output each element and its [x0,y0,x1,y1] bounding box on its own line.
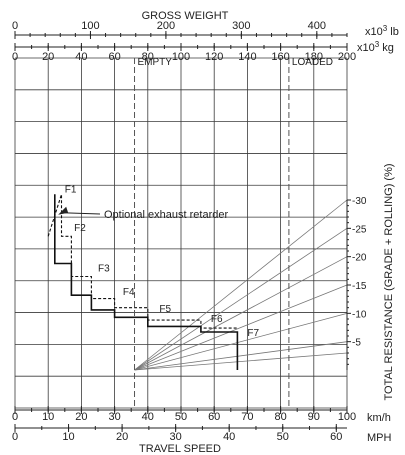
kg-axis-tick-label: 180 [305,51,323,63]
kmh-axis-tick-label: 50 [175,411,187,423]
kmh-axis-tick-label: 80 [274,411,286,423]
y-axis-label: TOTAL RESISTANCE (GRADE + ROLLING) (%) [383,163,395,400]
kmh-axis-tick-label: 90 [308,411,320,423]
lb-axis-tick-label: 0 [12,20,18,32]
resistance-line [134,228,348,371]
kg-axis-tick-label: 100 [172,51,190,63]
gear-label-f7: F7 [247,328,259,339]
kg-axis-tick-label: 20 [42,51,54,63]
mph-axis-tick-label: 20 [116,431,128,443]
chart-title: GROSS WEIGHT [142,10,229,22]
kmh-unit-label: km/h [367,412,391,424]
resistance-line [134,284,348,371]
gear-label-f4: F4 [123,287,135,298]
gear-label-f3: F3 [98,263,110,274]
mph-axis-tick-label: 40 [223,431,235,443]
gear-label-f1: F1 [65,185,77,196]
kg-axis-tick-label: 60 [108,51,120,63]
reference-label-empty: EMPTY [138,57,173,68]
kg-axis-tick-label: 200 [338,51,356,63]
gear-label-f5: F5 [159,304,171,315]
x-axis-label: TRAVEL SPEED [139,443,221,455]
gear-label-f2: F2 [74,223,86,234]
lb-unit-label: x103 lb [365,24,399,38]
resistance-tick-label: -10 [352,309,367,320]
kmh-axis-tick-label: 100 [338,411,356,423]
resistance-line [134,352,348,371]
resistance-lines [134,199,348,371]
kmh-axis-tick-label: 10 [42,411,54,423]
kmh-axis-tick-label: 60 [208,411,220,423]
resistance-tick-label: -15 [352,281,367,292]
kg-axis-tick-label: 120 [205,51,223,63]
annotation-text: Optional exhaust retarder [104,209,228,221]
mph-axis-tick-label: 0 [12,431,18,443]
resistance-tick-label: -25 [352,224,367,235]
resistance-line [134,199,348,371]
annotation-arrow-head [58,206,69,215]
mph-axis-tick-label: 50 [277,431,289,443]
lb-axis-tick-label: 300 [232,20,250,32]
kg-axis-tick-label: 0 [12,51,18,63]
reference-label-loaded: LOADED [292,57,333,68]
kg-unit-label: x103 kg [357,40,394,54]
kmh-axis-tick-label: 20 [75,411,87,423]
retarder-series: F1 F2 F3 F4 F5 F6 F7 [47,185,260,370]
mph-axis-tick-label: 60 [330,431,342,443]
kmh-axis-tick-label: 70 [241,411,253,423]
resistance-line [134,256,348,371]
kg-axis-tick-label: 140 [238,51,256,63]
kg-axis-tick-label: 80 [142,51,154,63]
mph-axis-tick-label: 30 [170,431,182,443]
gear-label-f6: F6 [211,314,223,325]
mph-unit-label: MPH [367,432,392,444]
resistance-tick-label: -20 [352,253,367,264]
kmh-axis-tick-label: 0 [12,411,18,423]
resistance-line [134,312,348,371]
grid [14,57,348,409]
exhaust-retarder-curve [47,194,238,329]
resistance-line [134,341,348,371]
kmh-axis-tick-label: 40 [142,411,154,423]
lb-axis-tick-label: 200 [157,20,175,32]
mph-axis-tick-label: 10 [62,431,74,443]
standard-retarder-curve [54,194,239,370]
annotation-arrow-line [62,212,101,215]
kmh-axis-tick-label: 30 [108,411,120,423]
resistance-tick-label: -5 [352,338,361,349]
lb-axis-tick-label: 100 [81,20,99,32]
lb-axis-tick-label: 400 [308,20,326,32]
reference-lines: EMPTY LOADED [134,57,333,408]
kg-axis-tick-label: 160 [271,51,289,63]
resistance-tick-label: -30 [352,196,367,207]
kg-axis-tick-label: 40 [75,51,87,63]
